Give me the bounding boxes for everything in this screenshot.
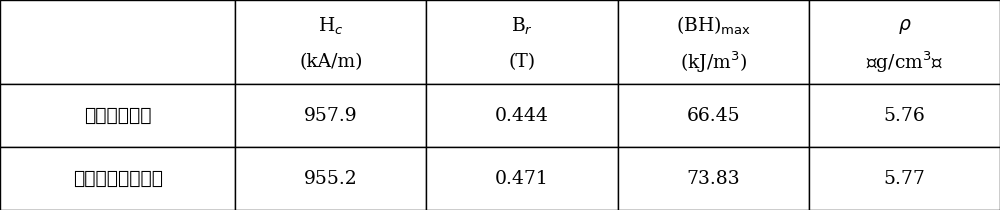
Bar	[426, 84, 618, 147]
Text: 5.76: 5.76	[884, 106, 925, 125]
Text: 73.83: 73.83	[686, 169, 740, 188]
Bar	[235, 0, 426, 84]
Text: H$_c$: H$_c$	[318, 16, 344, 37]
Bar	[426, 0, 618, 84]
Text: 取向冷等静压磁体: 取向冷等静压磁体	[73, 169, 163, 188]
Bar	[809, 84, 1000, 147]
Bar	[809, 147, 1000, 210]
Text: 0.471: 0.471	[495, 169, 549, 188]
Text: (T): (T)	[508, 53, 536, 71]
Bar	[809, 0, 1000, 84]
Text: 957.9: 957.9	[304, 106, 358, 125]
Text: 66.45: 66.45	[686, 106, 740, 125]
Text: 5.77: 5.77	[883, 169, 925, 188]
Text: (kA/m): (kA/m)	[299, 53, 363, 71]
Bar	[0, 0, 235, 84]
Bar	[426, 147, 618, 210]
Text: (kJ/m$^3$): (kJ/m$^3$)	[680, 49, 747, 75]
Bar	[0, 84, 235, 147]
Bar	[618, 84, 809, 147]
Text: 955.2: 955.2	[304, 169, 358, 188]
Text: $\rho$: $\rho$	[898, 17, 911, 36]
Bar	[618, 0, 809, 84]
Text: 普通压制磁体: 普通压制磁体	[84, 106, 151, 125]
Text: B$_r$: B$_r$	[511, 16, 533, 37]
Bar	[235, 147, 426, 210]
Bar	[0, 147, 235, 210]
Text: 0.444: 0.444	[495, 106, 549, 125]
Text: (BH)$_{\mathrm{max}}$: (BH)$_{\mathrm{max}}$	[676, 15, 751, 37]
Bar	[618, 147, 809, 210]
Bar	[235, 84, 426, 147]
Text: （g/cm$^3$）: （g/cm$^3$）	[866, 49, 943, 75]
